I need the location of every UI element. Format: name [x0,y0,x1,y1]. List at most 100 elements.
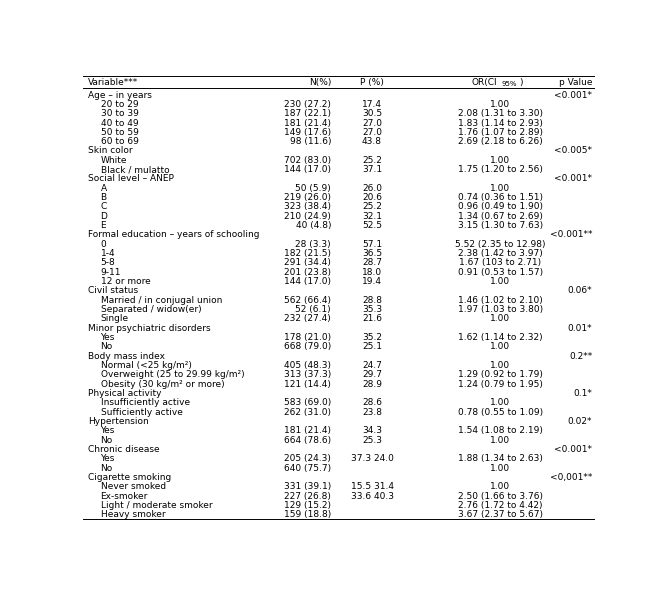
Text: 227 (26.8): 227 (26.8) [284,492,331,501]
Text: 1.54 (1.08 to 2.19): 1.54 (1.08 to 2.19) [457,427,543,435]
Text: B: B [100,193,106,202]
Text: Skin color: Skin color [88,146,132,156]
Text: Minor psychiatric disorders: Minor psychiatric disorders [88,324,210,333]
Text: 187 (22.1): 187 (22.1) [284,109,331,118]
Text: Physical activity: Physical activity [88,389,161,398]
Text: 1.62 (1.14 to 2.32): 1.62 (1.14 to 2.32) [458,333,543,342]
Text: Heavy smoker: Heavy smoker [100,510,165,519]
Text: Yes: Yes [100,333,115,342]
Text: 1.46 (1.02 to 2.10): 1.46 (1.02 to 2.10) [458,296,543,305]
Text: 25.3: 25.3 [362,436,382,445]
Text: Insufficiently active: Insufficiently active [100,398,190,408]
Text: N(%): N(%) [309,78,331,87]
Text: 1.29 (0.92 to 1.79): 1.29 (0.92 to 1.79) [457,371,543,379]
Text: 28.8: 28.8 [362,296,382,305]
Text: 0.2**: 0.2** [569,352,592,361]
Text: p Value: p Value [559,78,592,87]
Text: 25.1: 25.1 [362,342,382,352]
Text: Normal (<25 kg/m²): Normal (<25 kg/m²) [100,361,192,370]
Text: 0.1*: 0.1* [574,389,592,398]
Text: 17.4: 17.4 [362,100,382,109]
Text: 52 (6.1): 52 (6.1) [295,305,331,314]
Text: 95%: 95% [502,81,517,87]
Text: 1.00: 1.00 [490,436,510,445]
Text: 50 (5.9): 50 (5.9) [295,184,331,193]
Text: 1.67 (103 to 2.71): 1.67 (103 to 2.71) [459,258,541,267]
Text: White: White [100,156,127,165]
Text: 583 (69.0): 583 (69.0) [284,398,331,408]
Text: 33.6 40.3: 33.6 40.3 [350,492,393,501]
Text: 50 to 59: 50 to 59 [100,128,138,137]
Text: 20.6: 20.6 [362,193,382,202]
Text: 18.0: 18.0 [362,268,382,277]
Text: 1.97 (1.03 to 3.80): 1.97 (1.03 to 3.80) [457,305,543,314]
Text: Sufficiently active: Sufficiently active [100,408,182,417]
Text: <0.005*: <0.005* [555,146,592,156]
Text: 15.5 31.4: 15.5 31.4 [350,483,393,491]
Text: Formal education – years of schooling: Formal education – years of schooling [88,231,259,240]
Text: No: No [100,436,113,445]
Text: 230 (27.2): 230 (27.2) [284,100,331,109]
Text: Married / in conjugal union: Married / in conjugal union [100,296,222,305]
Text: 37.3 24.0: 37.3 24.0 [350,454,393,464]
Text: Hypertension: Hypertension [88,417,149,426]
Text: 24.7: 24.7 [362,361,382,370]
Text: 178 (21.0): 178 (21.0) [284,333,331,342]
Text: 28 (3.3): 28 (3.3) [295,240,331,249]
Text: 121 (14.4): 121 (14.4) [284,380,331,389]
Text: No: No [100,464,113,473]
Text: Never smoked: Never smoked [100,483,166,491]
Text: 149 (17.6): 149 (17.6) [284,128,331,137]
Text: 26.0: 26.0 [362,184,382,193]
Text: 1-4: 1-4 [100,249,115,258]
Text: 30.5: 30.5 [362,109,382,118]
Text: 1.76 (1.07 to 2.89): 1.76 (1.07 to 2.89) [457,128,543,137]
Text: Social level – ANEP: Social level – ANEP [88,175,174,183]
Text: 1.34 (0.67 to 2.69): 1.34 (0.67 to 2.69) [457,212,543,221]
Text: 0.91 (0.53 to 1.57): 0.91 (0.53 to 1.57) [457,268,543,277]
Text: 29.7: 29.7 [362,371,382,379]
Text: 19.4: 19.4 [362,277,382,286]
Text: Ex-smoker: Ex-smoker [100,492,148,501]
Text: 57.1: 57.1 [362,240,382,249]
Text: 0.06*: 0.06* [568,287,592,296]
Text: Separated / widow(er): Separated / widow(er) [100,305,201,314]
Text: 1.00: 1.00 [490,100,510,109]
Text: Yes: Yes [100,427,115,435]
Text: 1.00: 1.00 [490,184,510,193]
Text: 52.5: 52.5 [362,221,382,230]
Text: 20 to 29: 20 to 29 [100,100,138,109]
Text: C: C [100,202,107,211]
Text: 21.6: 21.6 [362,314,382,323]
Text: 205 (24.3): 205 (24.3) [284,454,331,464]
Text: Body mass index: Body mass index [88,352,165,361]
Text: ): ) [519,78,523,87]
Text: 2.50 (1.66 to 3.76): 2.50 (1.66 to 3.76) [457,492,543,501]
Text: 28.7: 28.7 [362,258,382,267]
Text: 2.76 (1.72 to 4.42): 2.76 (1.72 to 4.42) [458,501,543,510]
Text: Yes: Yes [100,454,115,464]
Text: 0.96 (0.49 to 1.90): 0.96 (0.49 to 1.90) [457,202,543,211]
Text: 40 (4.8): 40 (4.8) [295,221,331,230]
Text: 23.8: 23.8 [362,408,382,417]
Text: 1.83 (1.14 to 2.93): 1.83 (1.14 to 2.93) [457,119,543,127]
Text: 98 (11.6): 98 (11.6) [290,137,331,146]
Text: 129 (15.2): 129 (15.2) [284,501,331,510]
Text: 3.15 (1.30 to 7.63): 3.15 (1.30 to 7.63) [457,221,543,230]
Text: 5.52 (2.35 to 12.98): 5.52 (2.35 to 12.98) [455,240,545,249]
Text: 159 (18.8): 159 (18.8) [284,510,331,519]
Text: E: E [100,221,106,230]
Text: Light / moderate smoker: Light / moderate smoker [100,501,212,510]
Text: 1.00: 1.00 [490,342,510,352]
Text: D: D [100,212,108,221]
Text: 331 (39.1): 331 (39.1) [284,483,331,491]
Text: Obesity (30 kg/m² or more): Obesity (30 kg/m² or more) [100,380,224,389]
Text: 1.88 (1.34 to 2.63): 1.88 (1.34 to 2.63) [457,454,543,464]
Text: 0.01*: 0.01* [568,324,592,333]
Text: 60 to 69: 60 to 69 [100,137,138,146]
Text: No: No [100,342,113,352]
Text: 182 (21.5): 182 (21.5) [284,249,331,258]
Text: 1.75 (1.20 to 2.56): 1.75 (1.20 to 2.56) [457,165,543,174]
Text: 3.67 (2.37 to 5.67): 3.67 (2.37 to 5.67) [457,510,543,519]
Text: 32.1: 32.1 [362,212,382,221]
